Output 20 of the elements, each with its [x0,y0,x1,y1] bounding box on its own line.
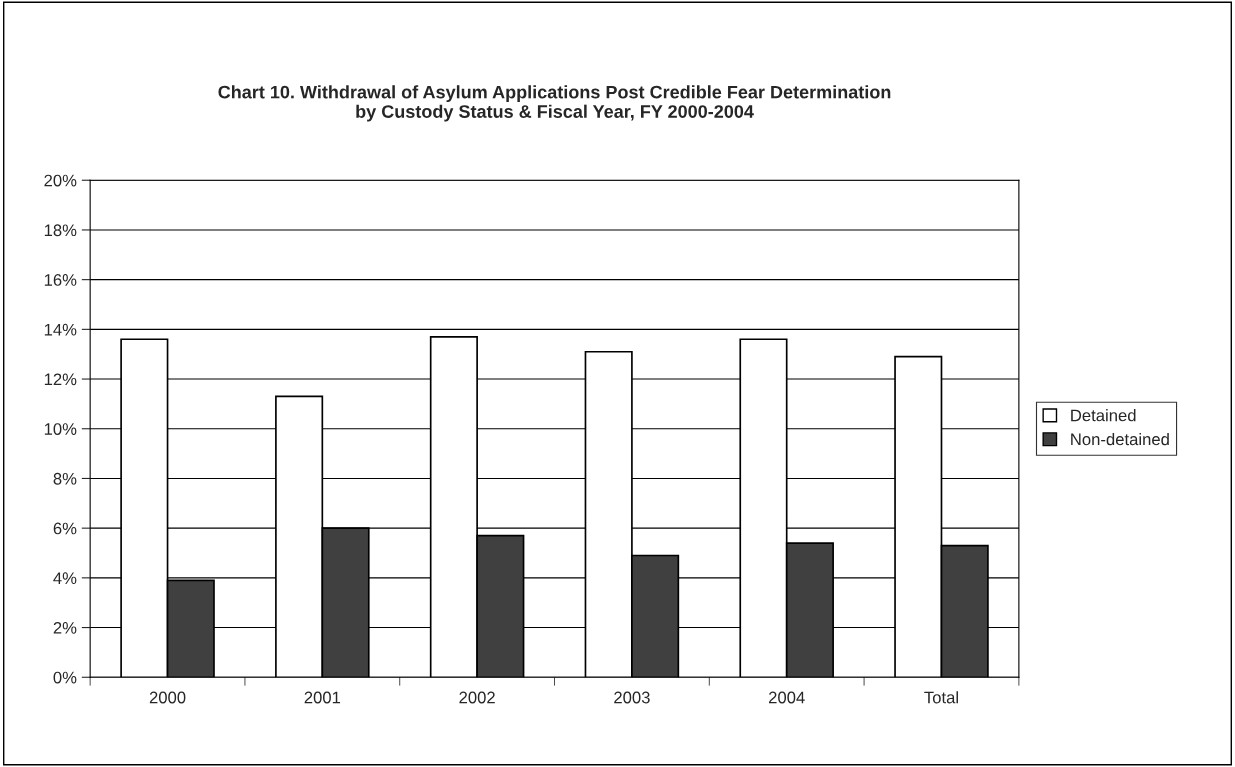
y-tick-label: 4% [53,572,77,584]
chart-title: Chart 10. Withdrawal of Asylum Applications Post Credible Fear Determination by Custody Status & Fiscal Year, FY 2000-2004 [218,85,891,122]
x-tick-label: 2004 [769,691,805,704]
y-tick-label: 12% [44,373,77,386]
y-tick-label: 8% [53,472,77,485]
x-tick-label: 2000 [149,691,186,704]
y-tick-label: 10% [44,423,77,435]
y-tick-label: 18% [44,224,77,237]
y-tick-label: 20% [44,174,77,187]
legend-label: Non-detained [1071,433,1169,446]
legend-label: Detained [1071,409,1136,422]
y-tick-label: 2% [53,621,77,634]
y-tick-label: 6% [53,522,77,535]
x-tick-label: 2003 [614,691,650,704]
y-tick-label: 14% [44,323,77,336]
x-tick-label: 2002 [459,691,495,704]
y-tick-label: 16% [44,274,77,286]
y-tick-label: 0% [53,671,77,684]
x-tick-label: 2001 [304,691,341,704]
x-tick-label: Total [924,691,958,704]
